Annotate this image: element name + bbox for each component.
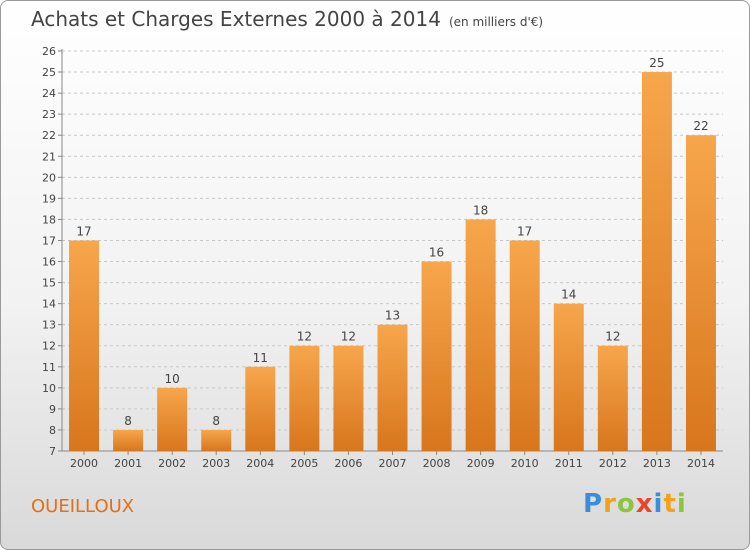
chart-subtitle: (en milliers d'€)	[448, 15, 544, 29]
bar	[421, 261, 452, 451]
data-label: 12	[297, 330, 312, 344]
logo-letter: i	[676, 489, 687, 519]
x-tick-label: 2006	[334, 457, 362, 470]
x-tick-label: 2001	[114, 457, 142, 470]
data-label: 8	[212, 414, 220, 428]
x-tick-label: 2000	[70, 457, 98, 470]
y-tick-label: 10	[42, 382, 56, 395]
data-label: 8	[124, 414, 132, 428]
data-label: 17	[76, 224, 91, 238]
bar	[553, 303, 584, 451]
data-labels: 17 8 10 8 11 12 12 13 16 18 17 14 12 25 22	[76, 56, 708, 428]
data-label: 12	[341, 330, 356, 344]
y-tick-label: 12	[42, 340, 56, 353]
y-tick-label: 21	[42, 150, 56, 163]
x-tick-label: 2009	[467, 457, 495, 470]
data-label: 25	[649, 56, 664, 70]
data-label: 14	[561, 288, 576, 302]
data-label: 11	[253, 351, 268, 365]
bar	[113, 429, 144, 451]
data-label: 18	[473, 203, 488, 217]
x-tick-label: 2004	[246, 457, 274, 470]
data-label: 17	[517, 224, 532, 238]
x-tick-label: 2010	[511, 457, 539, 470]
y-tick-label: 15	[42, 277, 56, 290]
x-tick-label: 2014	[687, 457, 715, 470]
bar	[641, 72, 672, 451]
bar	[201, 429, 232, 451]
y-tick-label: 23	[42, 108, 56, 121]
x-tick-label: 2013	[643, 457, 671, 470]
y-tick-label: 16	[42, 256, 56, 269]
logo-letter: t	[663, 489, 677, 519]
logo-letter: r	[603, 489, 617, 519]
logo-letter: x	[635, 489, 654, 519]
logo-letter: i	[653, 489, 664, 519]
bar	[69, 240, 100, 451]
logo-letter: P	[583, 489, 604, 519]
commune-name: OUEILLOUX	[31, 496, 135, 517]
y-tick-label: 14	[42, 298, 56, 311]
x-tick-label: 2007	[379, 457, 407, 470]
bar	[377, 324, 408, 451]
y-tick-label: 11	[42, 361, 56, 374]
bar	[597, 345, 628, 451]
y-tick-label: 22	[42, 129, 56, 142]
x-tick-label: 2005	[290, 457, 318, 470]
proxiti-logo[interactable]: Proxiti	[583, 489, 687, 519]
bar	[289, 345, 320, 451]
bar	[509, 240, 540, 451]
data-label: 10	[165, 372, 180, 386]
data-label: 13	[385, 309, 400, 323]
y-tick-label: 8	[49, 424, 56, 437]
bar	[685, 135, 716, 452]
y-tick-label: 20	[42, 171, 56, 184]
x-tick-label: 2002	[158, 457, 186, 470]
y-tick-label: 17	[42, 234, 56, 247]
bar	[245, 366, 276, 451]
x-tick-label: 2011	[555, 457, 583, 470]
data-label: 16	[429, 246, 444, 260]
data-label: 22	[693, 119, 708, 133]
chart-title: Achats et Charges Externes 2000 à 2014 (e…	[31, 7, 544, 31]
bar	[157, 387, 188, 451]
bars	[69, 72, 716, 452]
y-tick-label: 24	[42, 87, 56, 100]
y-tick-label: 13	[42, 319, 56, 332]
x-tick-label: 2003	[202, 457, 230, 470]
bar	[333, 345, 364, 451]
bar	[465, 219, 496, 451]
x-tick-label: 2012	[599, 457, 627, 470]
y-tick-label: 26	[42, 45, 56, 58]
logo-letter: o	[616, 489, 636, 519]
y-tick-label: 25	[42, 66, 56, 79]
data-label: 12	[605, 330, 620, 344]
y-tick-label: 18	[42, 213, 56, 226]
y-tick-label: 7	[49, 445, 56, 458]
y-tick-label: 19	[42, 192, 56, 205]
x-tick-label: 2008	[423, 457, 451, 470]
y-tick-label: 9	[49, 403, 56, 416]
